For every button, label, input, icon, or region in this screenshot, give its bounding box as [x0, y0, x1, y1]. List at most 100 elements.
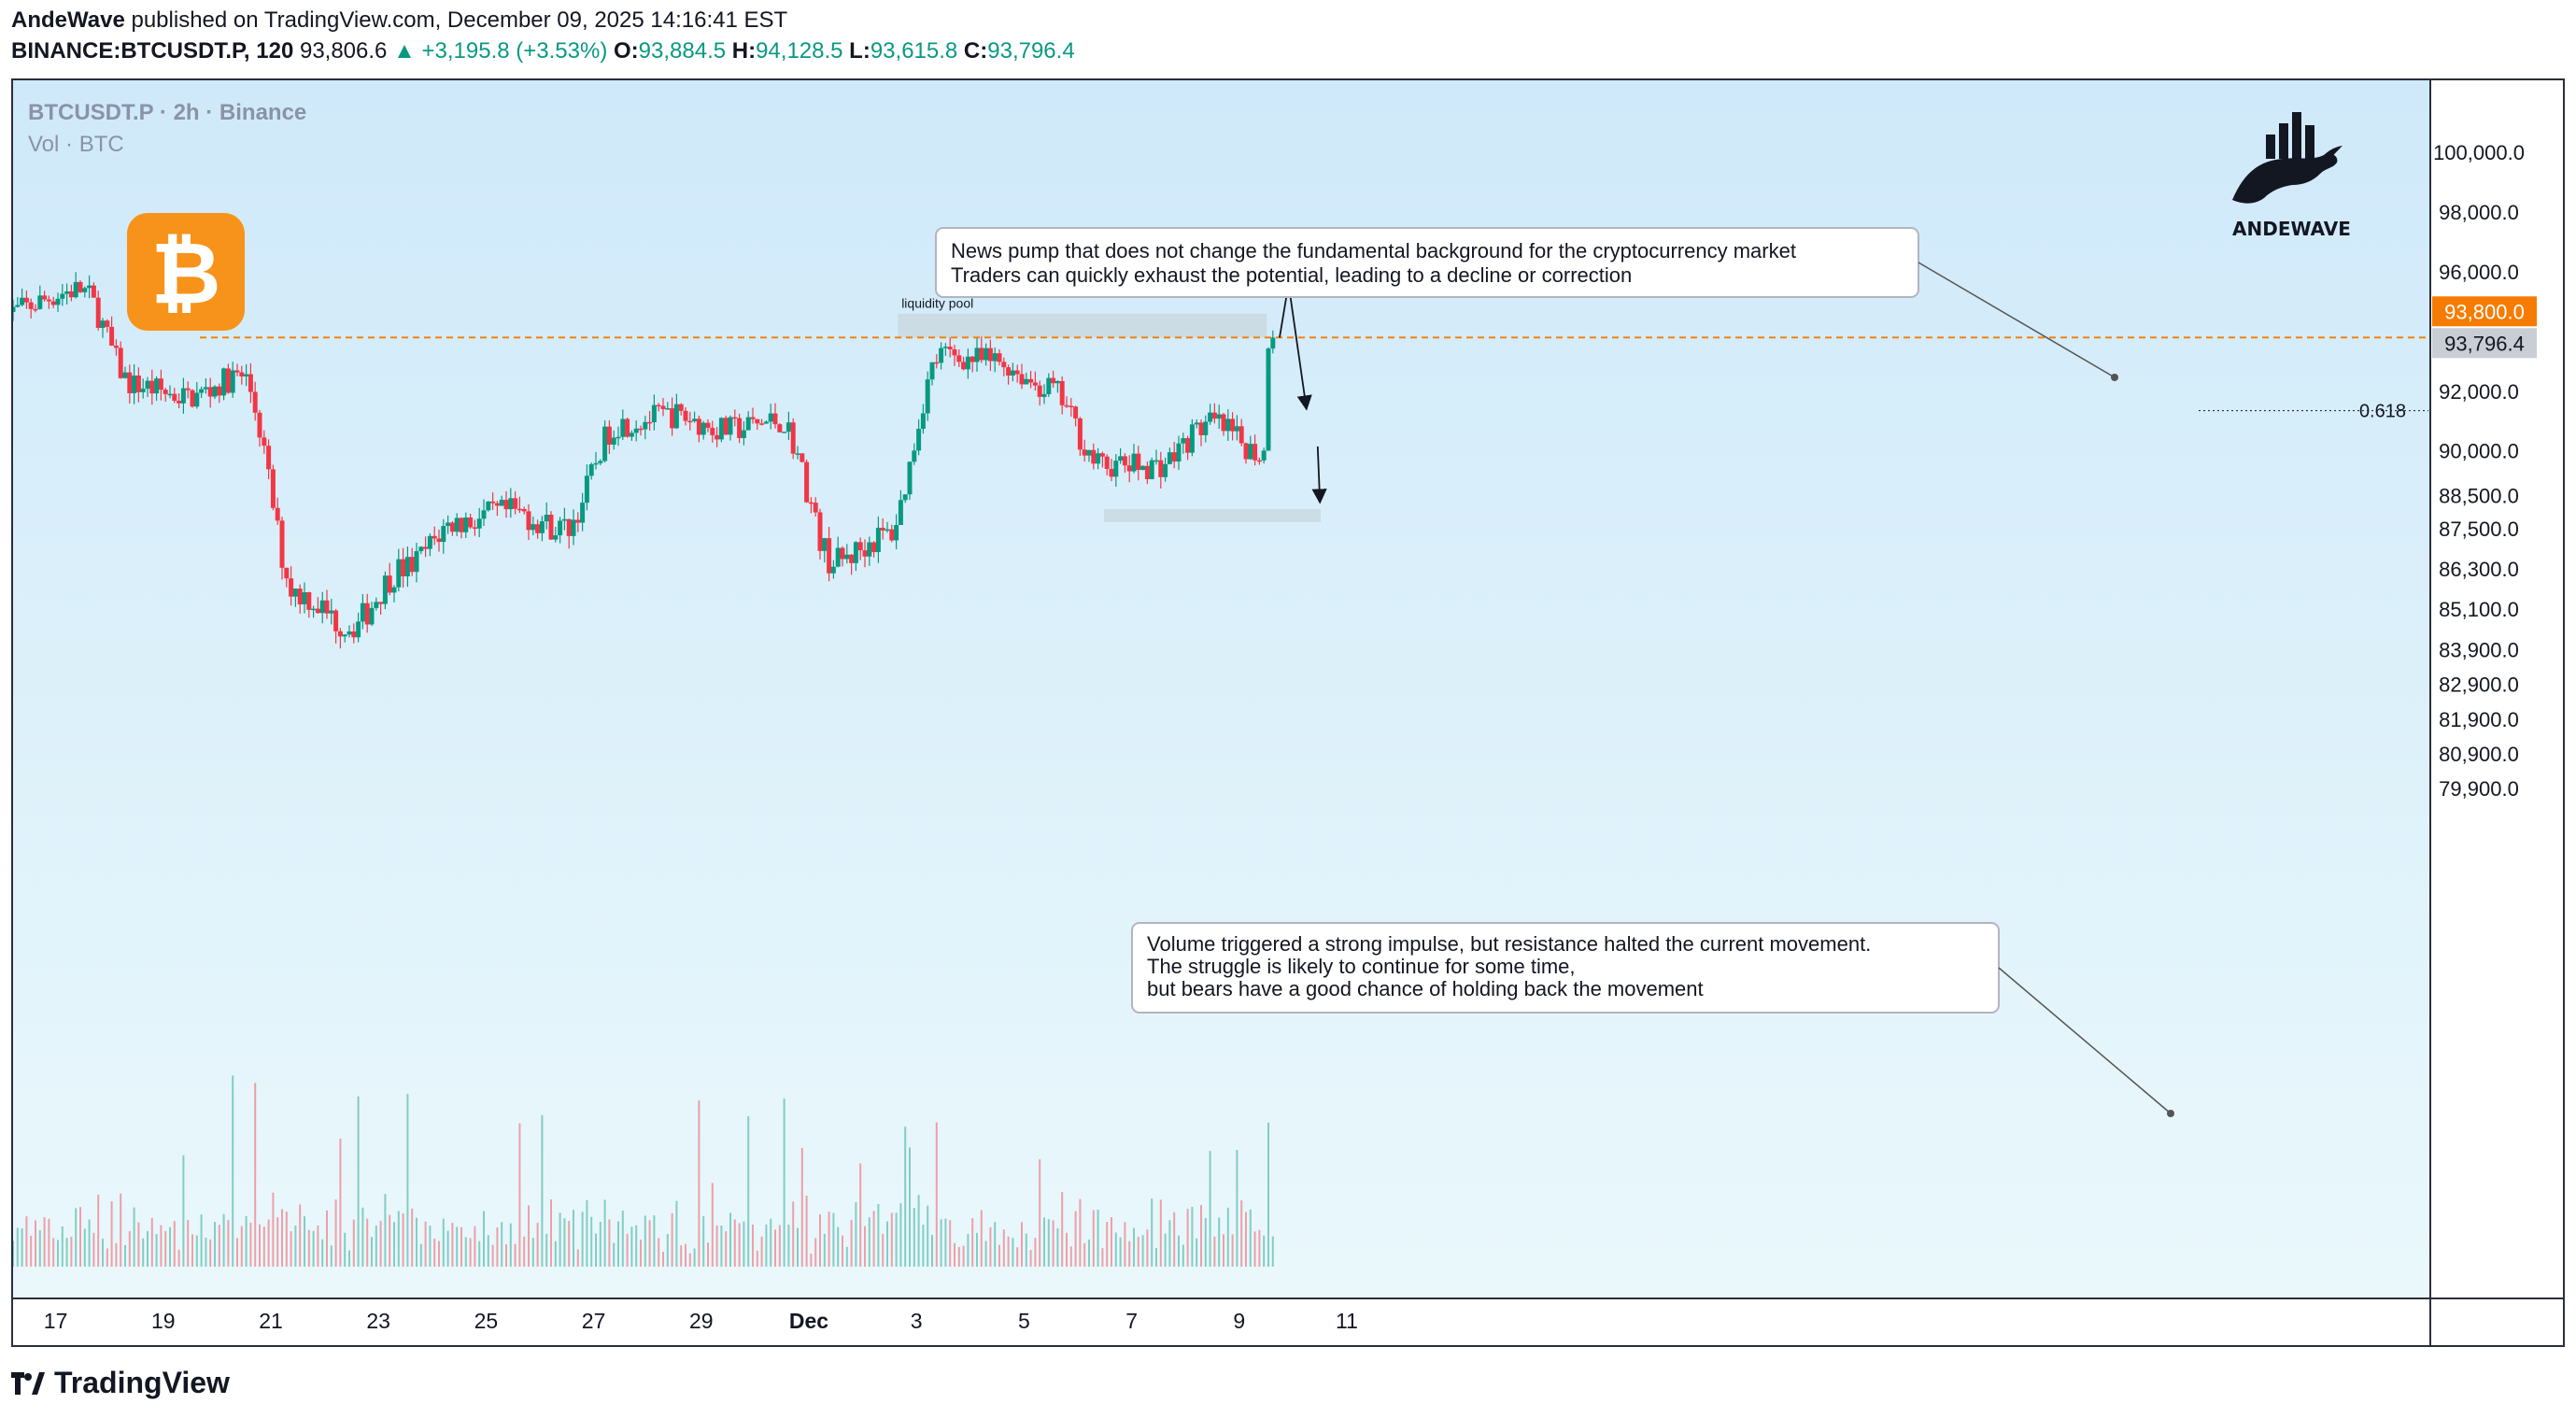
candle-body — [934, 362, 940, 364]
candle-body — [145, 380, 150, 390]
volume-bar — [872, 1211, 875, 1267]
candle-body — [329, 610, 334, 614]
candle-body — [1140, 465, 1146, 471]
volume-bar — [1141, 1235, 1144, 1267]
volume-bar — [169, 1227, 171, 1267]
volume-bar — [899, 1203, 902, 1267]
volume-bar — [164, 1230, 167, 1267]
candle-body — [1122, 456, 1127, 466]
candle-body — [122, 372, 128, 378]
volume-bar — [446, 1230, 449, 1267]
candle-body — [508, 498, 514, 510]
volume-bar — [1146, 1229, 1149, 1267]
candle-body — [701, 422, 706, 435]
price-tick-label: 81,900.0 — [2439, 708, 2519, 731]
candle-body — [311, 608, 317, 611]
price-tick-label: 87,500.0 — [2439, 518, 2519, 541]
candle-body — [768, 413, 773, 422]
volume-bar — [147, 1230, 149, 1267]
candle-body — [539, 521, 545, 533]
volume-bar — [688, 1253, 691, 1267]
candle-body — [875, 527, 881, 553]
volume-bar — [774, 1229, 776, 1267]
note-top-line-1: News pump that does not change the funda… — [951, 239, 1796, 262]
candle-body — [575, 519, 581, 523]
volume-bar — [608, 1219, 611, 1267]
volume-bar — [644, 1215, 646, 1267]
candle-body — [620, 418, 626, 437]
candle-body — [660, 405, 666, 409]
price-tick-label: 100,000.0 — [2433, 141, 2525, 164]
price-chart[interactable]: liquidity pool 0.618 93,800.0 93,796.4 100… — [13, 80, 2563, 1345]
volume-bar — [680, 1245, 683, 1267]
candle-body — [853, 542, 858, 563]
candle-body — [356, 621, 361, 638]
projection-down-arrow-1 — [1287, 283, 1312, 411]
candle-body — [696, 418, 701, 435]
low-label: L: — [849, 38, 870, 64]
volume-bar — [1159, 1199, 1162, 1267]
volume-bar — [384, 1194, 387, 1267]
candle-body — [1261, 450, 1267, 461]
legend-title: BTCUSDT.P · 2h · Binance — [28, 100, 306, 125]
candle-body — [37, 295, 43, 309]
candle-body — [849, 554, 855, 563]
candle-body — [319, 600, 325, 614]
volume-bar — [406, 1094, 409, 1267]
volume-bar — [1173, 1212, 1176, 1267]
candle-body — [561, 518, 567, 521]
candle-body — [553, 535, 559, 540]
candle-body — [857, 542, 863, 551]
candle-body — [750, 417, 756, 419]
candle-body — [898, 500, 903, 526]
candle-body — [867, 542, 872, 557]
volume-bar — [1052, 1220, 1054, 1267]
candle-body — [414, 551, 419, 573]
volume-bar — [783, 1098, 786, 1267]
author-name[interactable]: AndeWave — [11, 7, 125, 33]
volume-bar — [375, 1226, 377, 1267]
candle-body — [1238, 426, 1244, 444]
candle-body — [436, 538, 442, 543]
candle-body — [728, 417, 733, 435]
time-tick-label: 5 — [1018, 1309, 1030, 1333]
candle-body — [606, 426, 612, 445]
volume-bar — [819, 1213, 821, 1267]
candle-body — [87, 285, 92, 289]
candle-body — [1019, 374, 1025, 385]
candle-body — [840, 547, 845, 560]
tradingview-logo[interactable] — [11, 1371, 45, 1395]
volume-bar — [361, 1207, 364, 1267]
volume-bar — [581, 1212, 584, 1267]
volume-bar — [402, 1213, 404, 1267]
volume-bar — [232, 1075, 234, 1267]
volume-bar — [281, 1209, 283, 1267]
volume-bar — [626, 1233, 629, 1267]
volume-bar — [16, 1227, 19, 1267]
volume-bar — [393, 1222, 395, 1267]
candle-body — [60, 293, 65, 299]
candle-body — [302, 592, 307, 605]
candle-body — [221, 368, 227, 396]
candle-body — [1158, 460, 1164, 477]
candle-body — [1073, 406, 1079, 418]
volume-bar — [1182, 1244, 1184, 1267]
note-bottom[interactable]: Volume triggered a strong impulse, but r… — [1131, 922, 2000, 1014]
candle-body — [970, 356, 975, 362]
candle-body — [1131, 453, 1137, 472]
last-price: 93,806.6 — [299, 38, 388, 64]
note-top[interactable]: News pump that does not change the funda… — [935, 227, 1919, 298]
volume-bar — [935, 1122, 938, 1267]
symbol-name[interactable]: BINANCE:BTCUSDT.P, 120 — [11, 38, 294, 64]
price-tick-label: 80,900.0 — [2439, 743, 2519, 766]
candle-body — [732, 417, 738, 419]
candle-body — [513, 498, 518, 509]
volume-bar — [160, 1225, 163, 1267]
candle-body — [432, 535, 437, 539]
close-label: C: — [963, 38, 988, 64]
candle-body — [1253, 444, 1258, 461]
candle-body — [1051, 377, 1056, 384]
candle-body — [1211, 412, 1217, 419]
volume-bar — [1039, 1159, 1041, 1267]
candle-body — [324, 600, 330, 614]
